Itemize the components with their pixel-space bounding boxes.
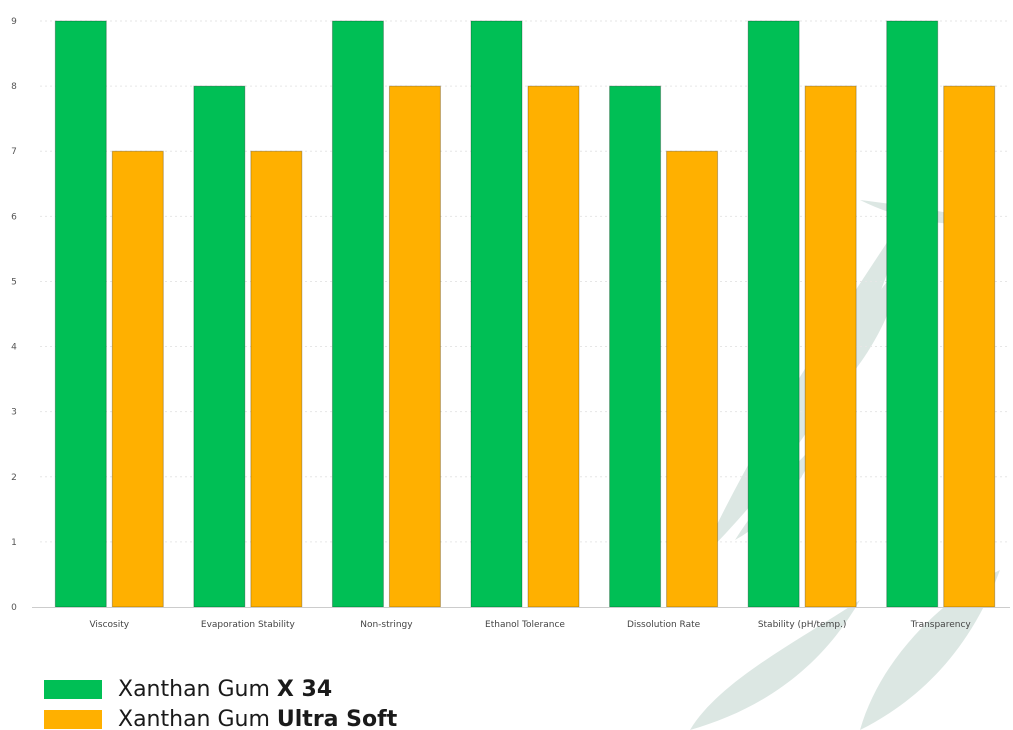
y-tick-label: 8: [11, 82, 17, 92]
x-tick-label: Non-stringy: [360, 620, 413, 630]
bar-ultra-soft: [527, 85, 580, 608]
x-tick-label: Viscosity: [89, 620, 129, 630]
bar-ultra-soft: [111, 150, 164, 608]
bar-x34: [886, 20, 939, 608]
bar-x34: [609, 85, 662, 608]
bar-ultra-soft: [250, 150, 303, 608]
y-axis: 0 1 2 3 4 5 6 7 8 9: [11, 17, 17, 613]
bar-x34: [747, 20, 800, 608]
y-tick-label: 1: [11, 538, 17, 548]
x-tick-label: Stability (pH/temp.): [758, 620, 847, 630]
bar-x34: [331, 20, 384, 608]
bars: [54, 20, 996, 608]
legend-item-x34: Xanthan Gum X 34: [44, 674, 397, 704]
bar-ultra-soft: [666, 150, 719, 608]
legend-swatch-ultra-soft: [44, 709, 102, 729]
y-tick-label: 2: [11, 473, 17, 483]
leaf-shape: [860, 570, 1000, 730]
x-tick-label: Evaporation Stability: [201, 620, 296, 630]
bar-x34: [54, 20, 107, 608]
legend: Xanthan Gum X 34 Xanthan Gum Ultra Soft: [44, 674, 397, 730]
y-tick-label: 4: [11, 343, 17, 353]
bar-ultra-soft: [804, 85, 857, 608]
legend-label-ultra-soft: Xanthan Gum Ultra Soft: [118, 706, 398, 730]
legend-item-ultra-soft: Xanthan Gum Ultra Soft: [44, 704, 397, 730]
bar-ultra-soft: [388, 85, 441, 608]
legend-label-x34: Xanthan Gum X 34: [118, 676, 333, 702]
bar-chart: 0 1 2 3 4 5 6 7 8 9 Viscosity Evaporation Stabilit…: [11, 17, 1010, 630]
bar-x34: [193, 85, 246, 608]
x-tick-label: Ethanol Tolerance: [485, 620, 565, 630]
y-tick-label: 0: [11, 603, 17, 613]
y-tick-label: 5: [11, 277, 17, 287]
y-tick-label: 6: [11, 212, 17, 222]
y-tick-label: 3: [11, 408, 17, 418]
y-tick-label: 7: [11, 147, 17, 157]
legend-swatch-x34: [44, 679, 102, 699]
leaf-shape: [690, 600, 860, 730]
y-tick-label: 9: [11, 17, 17, 27]
x-tick-label: Transparency: [910, 620, 972, 630]
x-tick-label: Dissolution Rate: [627, 620, 701, 630]
x-axis: Viscosity Evaporation Stability Non-string…: [89, 620, 971, 630]
bar-ultra-soft: [943, 85, 996, 608]
gridlines: [40, 20, 1010, 543]
bar-x34: [470, 20, 523, 608]
